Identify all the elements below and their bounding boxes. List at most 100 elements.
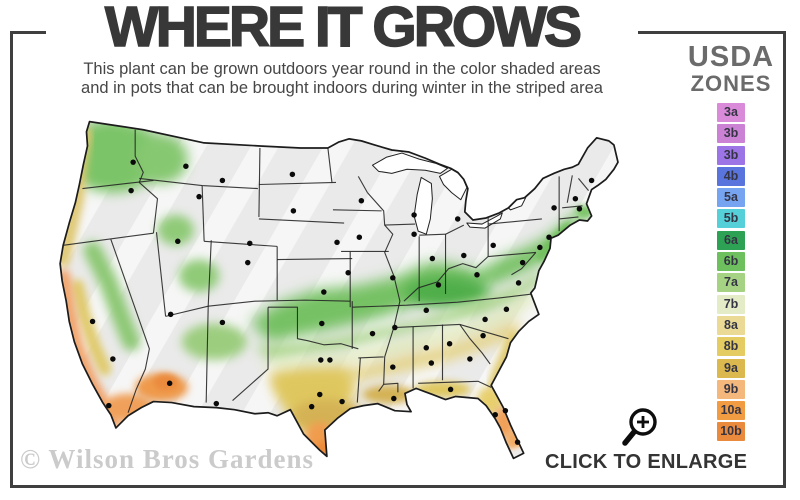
zone-swatch-5b: 5b	[717, 209, 745, 229]
city-dot	[219, 177, 226, 184]
city-dot	[106, 402, 112, 409]
city-dot	[334, 239, 340, 246]
city-dots-layer	[89, 159, 595, 445]
zone-region	[259, 294, 534, 371]
state-border	[357, 176, 368, 193]
city-dot	[492, 412, 498, 418]
zone-swatch-9b: 9b	[717, 379, 745, 399]
city-dot	[183, 163, 189, 169]
city-dot	[576, 206, 583, 212]
zone-swatch-3b: 3b	[717, 124, 745, 144]
zone-region	[70, 279, 112, 376]
zone-region	[254, 273, 544, 360]
zone-region	[362, 385, 416, 404]
zone-swatch-6b: 6b	[717, 252, 745, 272]
city-dot	[196, 193, 202, 200]
city-dot	[390, 275, 396, 281]
magnifier-plus-icon[interactable]	[616, 406, 664, 450]
state-border	[459, 324, 491, 365]
state-border	[232, 307, 269, 401]
state-border	[205, 240, 212, 403]
state-border	[384, 223, 416, 226]
city-dot	[446, 341, 453, 347]
city-dot	[502, 407, 509, 414]
zone-region	[178, 259, 220, 293]
zone-swatch-4b: 4b	[717, 166, 745, 186]
state-border	[577, 178, 589, 191]
zone-region	[153, 374, 178, 391]
city-dot	[461, 252, 467, 259]
zone-region	[404, 276, 491, 308]
state-border	[488, 251, 536, 258]
city-dot	[356, 234, 363, 240]
subtitle-line-1: This plant can be grown outdoors year ro…	[83, 60, 601, 78]
city-dot	[369, 330, 376, 337]
legend-title-usda: USDA	[687, 41, 775, 73]
city-dot	[391, 395, 397, 402]
usda-zones-map[interactable]	[52, 110, 620, 472]
subtitle-line-2: and in pots that can be brought indoors …	[81, 79, 603, 97]
city-dot	[247, 240, 253, 247]
city-dot	[175, 238, 181, 245]
click-to-enlarge-label[interactable]: CLICK TO ENLARGE	[545, 451, 748, 473]
click-to-enlarge-control[interactable]: CLICK TO ENLARGE	[545, 406, 748, 474]
state-border	[352, 293, 532, 308]
city-dot	[245, 259, 251, 266]
zone-swatch-3a: 3a	[717, 103, 745, 122]
watermark: © Wilson Bros Gardens	[20, 444, 314, 474]
zone-swatch-10a: 10a	[717, 401, 745, 421]
city-dot	[392, 324, 398, 331]
city-dot	[423, 345, 430, 351]
city-dot	[166, 380, 173, 387]
state-border	[63, 232, 154, 246]
subtitle: This plant can be grown outdoors year ro…	[46, 60, 638, 98]
legend-title-zones: ZONES	[690, 71, 772, 96]
state-border	[258, 218, 345, 224]
zone-swatch-10b: 10b	[717, 422, 745, 442]
city-dot	[390, 364, 396, 370]
state-border	[110, 239, 150, 413]
city-dot	[519, 259, 526, 266]
city-dot	[474, 272, 480, 278]
page-title: WHERE IT GROWS	[46, 0, 638, 59]
city-dot	[435, 282, 442, 288]
city-dot	[308, 403, 315, 410]
state-border	[566, 175, 573, 203]
city-dot	[289, 171, 296, 178]
city-dot	[429, 255, 436, 262]
city-dot	[345, 270, 351, 276]
city-dot	[411, 212, 417, 218]
state-border	[511, 252, 537, 276]
city-dot	[411, 231, 417, 237]
city-dot	[515, 280, 522, 286]
city-dot	[423, 307, 430, 314]
zone-region	[135, 134, 188, 184]
state-border	[459, 323, 509, 340]
zone-region	[181, 323, 247, 360]
great-lake	[413, 176, 433, 235]
city-dot	[447, 386, 454, 393]
city-dot	[167, 311, 174, 318]
city-dot	[110, 356, 116, 362]
zone-swatch-8a: 8a	[717, 315, 745, 335]
state-border	[419, 224, 465, 236]
city-dot	[467, 356, 473, 362]
state-border	[204, 240, 278, 247]
city-dot	[428, 360, 435, 366]
zone-swatch-3b: 3b	[717, 145, 745, 165]
city-dot	[588, 177, 595, 184]
city-dot	[482, 316, 488, 323]
state-border	[393, 323, 460, 329]
great-lake	[372, 152, 449, 174]
city-dot	[317, 391, 323, 398]
state-border	[383, 382, 399, 393]
city-dot	[551, 205, 557, 211]
city-dot	[219, 319, 226, 326]
city-dot	[454, 216, 461, 222]
state-border	[418, 380, 492, 388]
map-fill-layer	[60, 121, 618, 459]
city-dot	[490, 242, 496, 249]
city-dot	[318, 357, 324, 363]
state-border	[356, 357, 361, 403]
